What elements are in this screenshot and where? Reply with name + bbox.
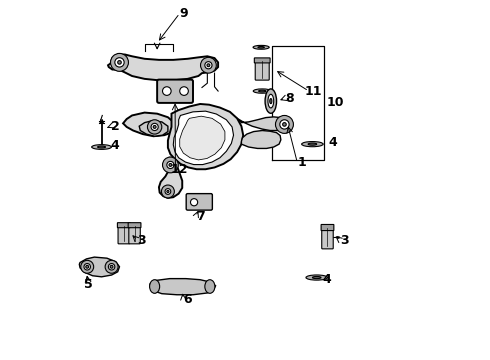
Circle shape [81, 260, 94, 273]
Circle shape [115, 58, 124, 67]
Ellipse shape [258, 46, 265, 48]
Ellipse shape [205, 280, 215, 293]
Circle shape [200, 57, 216, 73]
Text: 2: 2 [111, 120, 120, 133]
Circle shape [163, 157, 178, 173]
Circle shape [111, 53, 128, 71]
Ellipse shape [313, 276, 321, 279]
Polygon shape [168, 104, 243, 169]
FancyBboxPatch shape [321, 225, 334, 230]
Text: 8: 8 [285, 92, 294, 105]
Polygon shape [180, 116, 225, 160]
Ellipse shape [270, 99, 272, 104]
Circle shape [169, 163, 172, 166]
Text: 10: 10 [327, 96, 344, 109]
Text: 3: 3 [137, 234, 146, 247]
Circle shape [205, 62, 212, 69]
FancyBboxPatch shape [254, 58, 270, 63]
Text: 6: 6 [183, 293, 192, 306]
Circle shape [180, 87, 188, 95]
Text: 12: 12 [171, 163, 189, 176]
Ellipse shape [302, 141, 323, 147]
Ellipse shape [149, 280, 160, 293]
FancyBboxPatch shape [118, 223, 130, 228]
Circle shape [108, 264, 115, 270]
Circle shape [167, 161, 174, 168]
Circle shape [147, 120, 162, 134]
Polygon shape [237, 117, 288, 131]
Circle shape [163, 87, 171, 95]
FancyBboxPatch shape [322, 226, 333, 249]
FancyBboxPatch shape [157, 80, 193, 103]
Text: 1: 1 [297, 156, 306, 169]
Text: 11: 11 [304, 85, 322, 98]
Circle shape [161, 185, 174, 198]
Circle shape [118, 60, 122, 64]
Circle shape [167, 190, 169, 193]
Ellipse shape [98, 146, 105, 148]
Circle shape [280, 120, 289, 129]
Circle shape [207, 64, 210, 67]
Circle shape [105, 260, 118, 273]
Circle shape [153, 126, 156, 129]
Circle shape [275, 116, 294, 134]
Polygon shape [242, 131, 281, 148]
Polygon shape [123, 113, 177, 136]
Ellipse shape [306, 275, 327, 280]
Circle shape [151, 123, 158, 131]
Ellipse shape [253, 89, 271, 93]
Ellipse shape [268, 94, 274, 108]
Polygon shape [79, 257, 120, 277]
Circle shape [165, 189, 171, 194]
Polygon shape [108, 54, 218, 80]
Text: 5: 5 [84, 278, 92, 291]
Polygon shape [159, 158, 182, 198]
Text: 3: 3 [341, 234, 349, 247]
Ellipse shape [259, 90, 266, 92]
Polygon shape [150, 279, 216, 295]
FancyBboxPatch shape [129, 224, 140, 244]
Text: 7: 7 [196, 210, 204, 223]
Circle shape [110, 265, 113, 268]
Ellipse shape [308, 143, 317, 145]
Polygon shape [173, 111, 234, 165]
Text: 9: 9 [180, 7, 188, 20]
Circle shape [84, 264, 91, 270]
FancyBboxPatch shape [118, 224, 129, 244]
Ellipse shape [253, 45, 269, 49]
Circle shape [191, 199, 197, 206]
Circle shape [86, 265, 89, 268]
Text: 4: 4 [322, 273, 331, 286]
FancyBboxPatch shape [255, 59, 269, 80]
Text: 4: 4 [328, 136, 337, 149]
Polygon shape [139, 121, 168, 136]
FancyBboxPatch shape [128, 223, 141, 228]
Text: 4: 4 [111, 139, 120, 152]
Ellipse shape [92, 145, 111, 149]
Circle shape [283, 123, 286, 126]
FancyBboxPatch shape [186, 194, 212, 210]
Ellipse shape [265, 89, 276, 113]
